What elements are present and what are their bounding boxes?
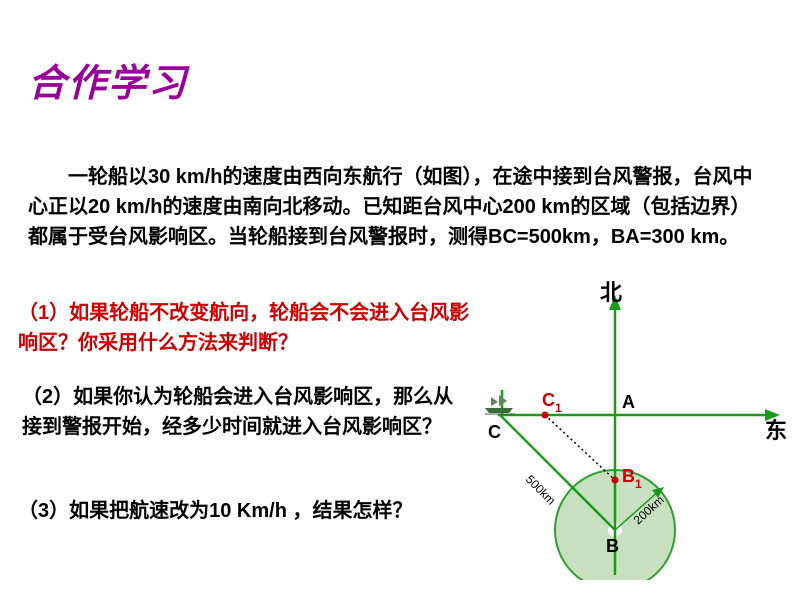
label-C: C <box>488 422 501 442</box>
dist-500km: 500km <box>523 472 558 507</box>
question-1: （1）如果轮船不改变航向，轮船会不会进入台风影响区？你采用什么方法来判断？ <box>18 298 478 358</box>
slide-title: 合作学习 <box>28 52 188 107</box>
label-A: A <box>622 392 635 412</box>
ship-icon <box>485 395 515 414</box>
north-label: 北 <box>600 280 622 305</box>
intro-paragraph: 一轮船以30 km/h的速度由西向东航行（如图），在途中接到台风警报，台风中心正… <box>28 162 768 252</box>
label-C1: C1 <box>542 390 562 415</box>
question-2: （2）如果你认为轮船会进入台风影响区，那么从接到警报开始，经多少时间就进入台风影… <box>22 382 462 442</box>
question-3: （3）如果把航速改为10 Km/h ，结果怎样？ <box>18 496 478 526</box>
point-B1-dot <box>612 477 619 484</box>
point-C1-dot <box>542 412 549 419</box>
label-B: B <box>606 536 619 556</box>
typhoon-diagram: 北 东 A B C C1 B1 500km 200km <box>480 280 790 580</box>
east-label: 东 <box>765 418 787 443</box>
